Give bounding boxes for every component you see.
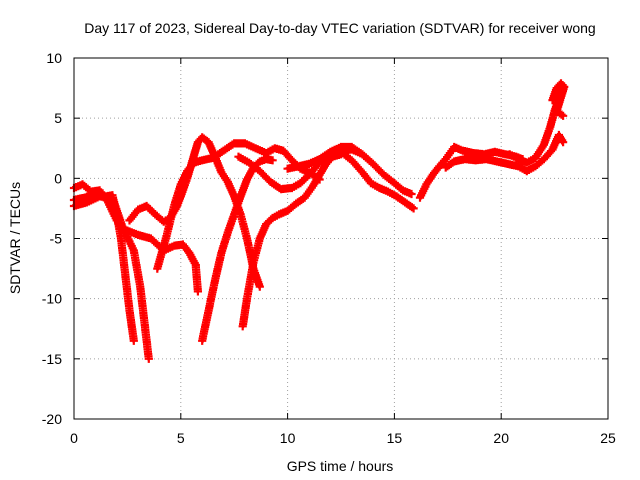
x-axis-label: GPS time / hours: [287, 458, 394, 474]
data-point-markers: [283, 142, 416, 199]
y-tick-label: 5: [54, 110, 62, 126]
series-track-n: [548, 79, 569, 120]
series-track-j: [336, 147, 418, 213]
y-tick-label: -15: [42, 351, 62, 367]
x-tick-label: 20: [493, 430, 509, 446]
data-series: [69, 79, 569, 363]
y-axis-label: SDTVAR / TECUs: [7, 182, 23, 294]
series-track-a: [69, 189, 138, 345]
data-point-markers: [441, 130, 568, 176]
chart-title: Day 117 of 2023, Sidereal Day-to-day VTE…: [84, 20, 595, 36]
y-tick-label: -5: [50, 231, 63, 247]
x-tick-label: 10: [280, 430, 296, 446]
x-tick-label: 5: [177, 430, 185, 446]
data-point-markers: [198, 155, 277, 345]
y-tick-label: -10: [42, 291, 62, 307]
y-tick-label: 0: [54, 170, 62, 186]
series-track-l: [441, 130, 568, 176]
x-tick-label: 15: [387, 430, 403, 446]
axis-ticks: 0 5 10 15 20 25 -20 -15 -10 -5 0 5 10: [42, 50, 616, 446]
series-track-f: [198, 155, 277, 345]
data-point-markers: [336, 147, 418, 213]
series-track-i: [283, 142, 416, 199]
data-point-markers: [238, 150, 346, 331]
x-tick-label: 0: [70, 430, 78, 446]
series-track-g: [238, 150, 346, 331]
data-point-markers: [69, 189, 138, 345]
y-tick-label: -20: [42, 411, 62, 427]
y-tick-label: 10: [46, 50, 62, 66]
x-tick-label: 25: [600, 430, 616, 446]
data-point-markers: [548, 79, 569, 120]
